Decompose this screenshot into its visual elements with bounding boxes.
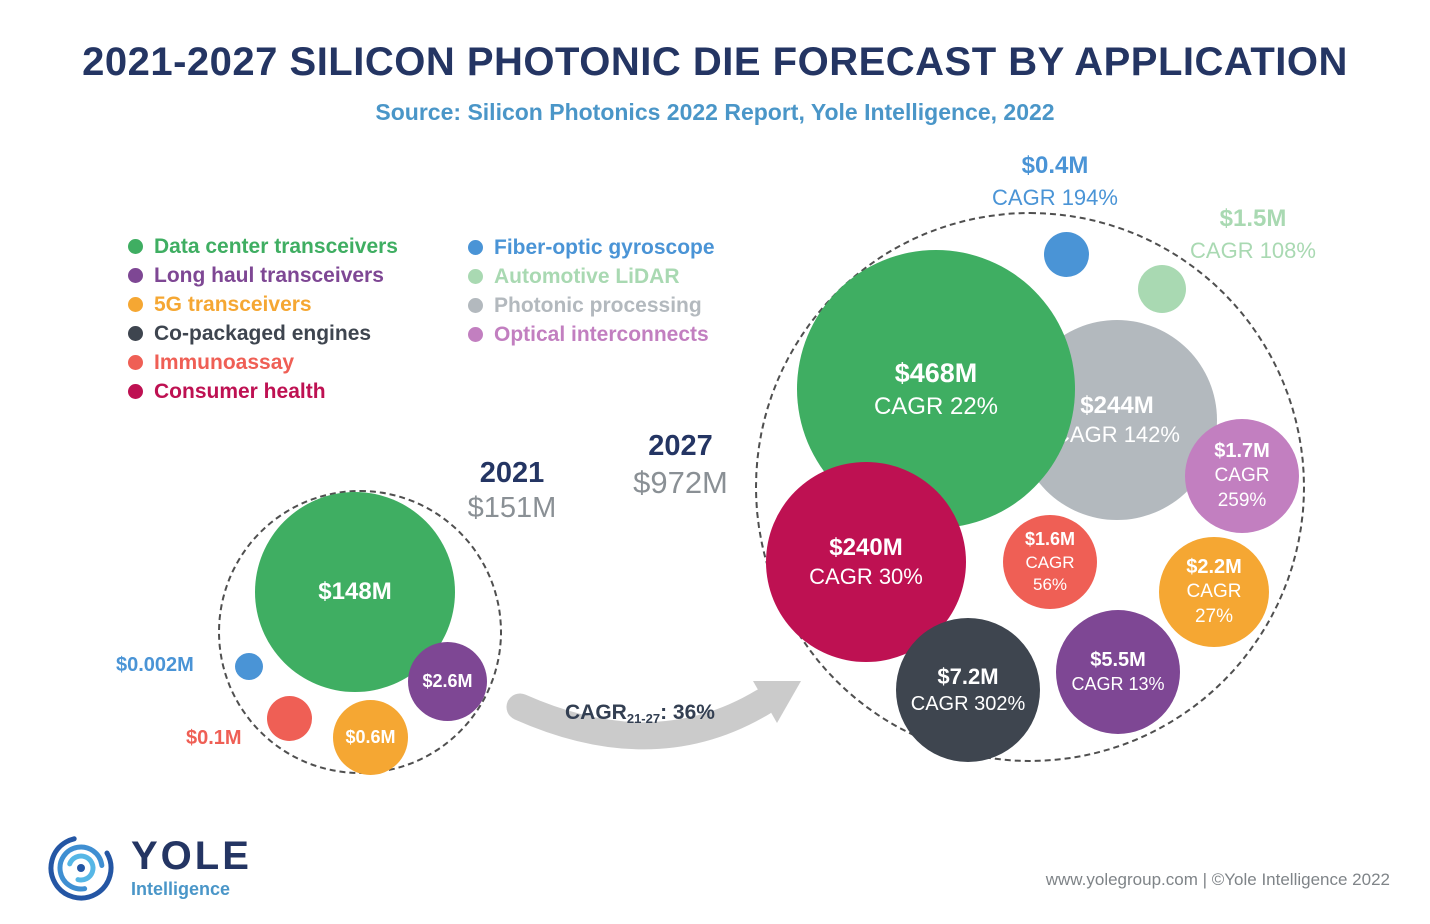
bubble-value: $1.7M [1214,440,1270,463]
bubble-value: $2.6M [422,670,473,691]
bubble-value: $1.6M [1024,529,1076,550]
bubble-cagr: CAGR 142% [1054,422,1180,448]
legend-item-fiber-optic-gyroscope: Fiber-optic gyroscope [468,237,715,258]
legend-dot-icon [468,298,483,313]
bubble-value: $0.6M [345,726,396,747]
legend-label: Long haul transceivers [154,264,384,287]
legend-dot-icon [128,297,143,312]
legend-label: Automotive LiDAR [494,265,680,288]
label-2027-year-total: 2027 $972M [598,430,763,501]
bubble-cagr: CAGR 13% [1071,674,1165,695]
bubble-cagr: CAGR 22% [873,392,999,420]
legend-label: Fiber-optic gyroscope [494,236,715,259]
bubble-2027-automotive-lidar [1138,265,1186,313]
legend-item-data-center-transceivers: Data center transceivers [128,236,398,257]
legend-label: Consumer health [154,380,326,403]
brand-name: YOLE [131,834,252,878]
legend-column-2: Fiber-optic gyroscope Automotive LiDAR P… [468,237,715,345]
total-2027: $972M [633,465,728,500]
legend-label: Immunoassay [154,351,295,374]
bubble-cagr: CAGR 30% [809,564,923,590]
bubble-2021-fiber-optic-gyroscope [235,653,263,680]
bubble-value: $2.2M [1186,556,1242,579]
legend-label: Optical interconnects [494,323,709,346]
legend-dot-icon [468,269,483,284]
legend-column-1: Data center transceivers Long haul trans… [128,236,398,402]
cluster-ring-2027 [755,212,1305,762]
bubble-value: $5.5M [1090,649,1146,672]
bubble-cagr: CAGR 302% [910,693,1026,716]
legend-dot-icon [128,268,143,283]
yole-logo: YOLE Intelligence [44,831,252,905]
brand-subtitle: Intelligence [131,879,231,899]
legend-dot-icon [468,327,483,342]
bubble-2021-immunoassay [267,696,312,741]
cagr-prefix: CAGR [565,701,627,724]
logo-text: YOLE Intelligence [131,836,252,900]
bubble-value: $240M [829,534,903,562]
bubble-2027-long-haul-transceivers: $5.5M CAGR 13% [1056,610,1180,734]
source-subtitle: Source: Silicon Photonics 2022 Report, Y… [375,99,1055,125]
legend-item-long-haul-transceivers: Long haul transceivers [128,265,398,286]
label-2027-automotive-lidar: $1.5M CAGR 108% [1173,205,1333,264]
legend-dot-icon [128,326,143,341]
label-2021-year-total: 2021 $151M [432,457,592,525]
outside-cagr: CAGR 194% [992,185,1118,210]
bubble-value: $244M [1080,392,1154,420]
year-2021: 2021 [479,457,545,489]
legend-dot-icon [128,384,143,399]
legend-dot-icon [468,240,483,255]
total-2021: $151M [467,492,557,524]
legend-dot-icon [128,355,143,370]
legend-item-optical-interconnects: Optical interconnects [468,324,715,345]
label-2021-immunoassay: $0.1M [186,727,242,749]
legend-label: 5G transceivers [154,293,312,316]
footer-credit: www.yolegroup.com | ©Yole Intelligence 2… [1045,870,1390,889]
bubble-2021-5g-transceivers: $0.6M [333,700,408,775]
bubble-2021-long-haul-transceivers: $2.6M [408,642,487,721]
page-title: 2021-2027 SILICON PHOTONIC DIE FORECAST … [82,40,1348,84]
cagr-value: : 36% [660,701,715,724]
bubble-2027-fiber-optic-gyroscope [1044,232,1089,277]
legend-item-immunoassay: Immunoassay [128,352,398,373]
growth-cagr-label: CAGR21-27: 36% [565,701,715,726]
label-2021-fiber-optic-gyroscope: $0.002M [116,654,194,676]
yole-logo-icon [48,835,114,901]
year-2027: 2027 [648,430,713,462]
outside-value: $1.5M [1219,205,1287,232]
legend-label: Data center transceivers [154,235,398,258]
bubble-cagr: CAGR 56% [1025,552,1075,594]
bubble-2027-optical-interconnects: $1.7M CAGR 259% [1185,419,1299,533]
legend-label: Photonic processing [494,294,702,317]
outside-cagr: CAGR 108% [1190,238,1316,263]
label-2027-fiber-optic-gyroscope: $0.4M CAGR 194% [975,152,1135,211]
bubble-value: $7.2M [937,663,999,689]
growth-arrow-icon [506,681,801,750]
bubble-2027-5g-transceivers: $2.2M CAGR 27% [1159,537,1269,647]
bubble-2027-co-packaged-engines: $7.2M CAGR 302% [896,618,1040,762]
cagr-subscript: 21-27 [626,711,661,726]
legend-label: Co-packaged engines [154,322,372,345]
legend-item-co-packaged-engines: Co-packaged engines [128,323,398,344]
legend-item-photonic-processing: Photonic processing [468,295,715,316]
legend-dot-icon [128,239,143,254]
outside-value: $0.4M [1021,152,1089,179]
bubble-value: $148M [318,578,392,606]
bubble-cagr: CAGR 259% [1214,465,1270,511]
bubble-value: $468M [894,357,978,388]
legend-item-consumer-health: Consumer health [128,381,398,402]
bubble-cagr: CAGR 27% [1186,581,1242,627]
legend-item-automotive-lidar: Automotive LiDAR [468,266,715,287]
legend-item-5g-transceivers: 5G transceivers [128,294,398,315]
bubble-2027-immunoassay: $1.6M CAGR 56% [1003,515,1097,609]
